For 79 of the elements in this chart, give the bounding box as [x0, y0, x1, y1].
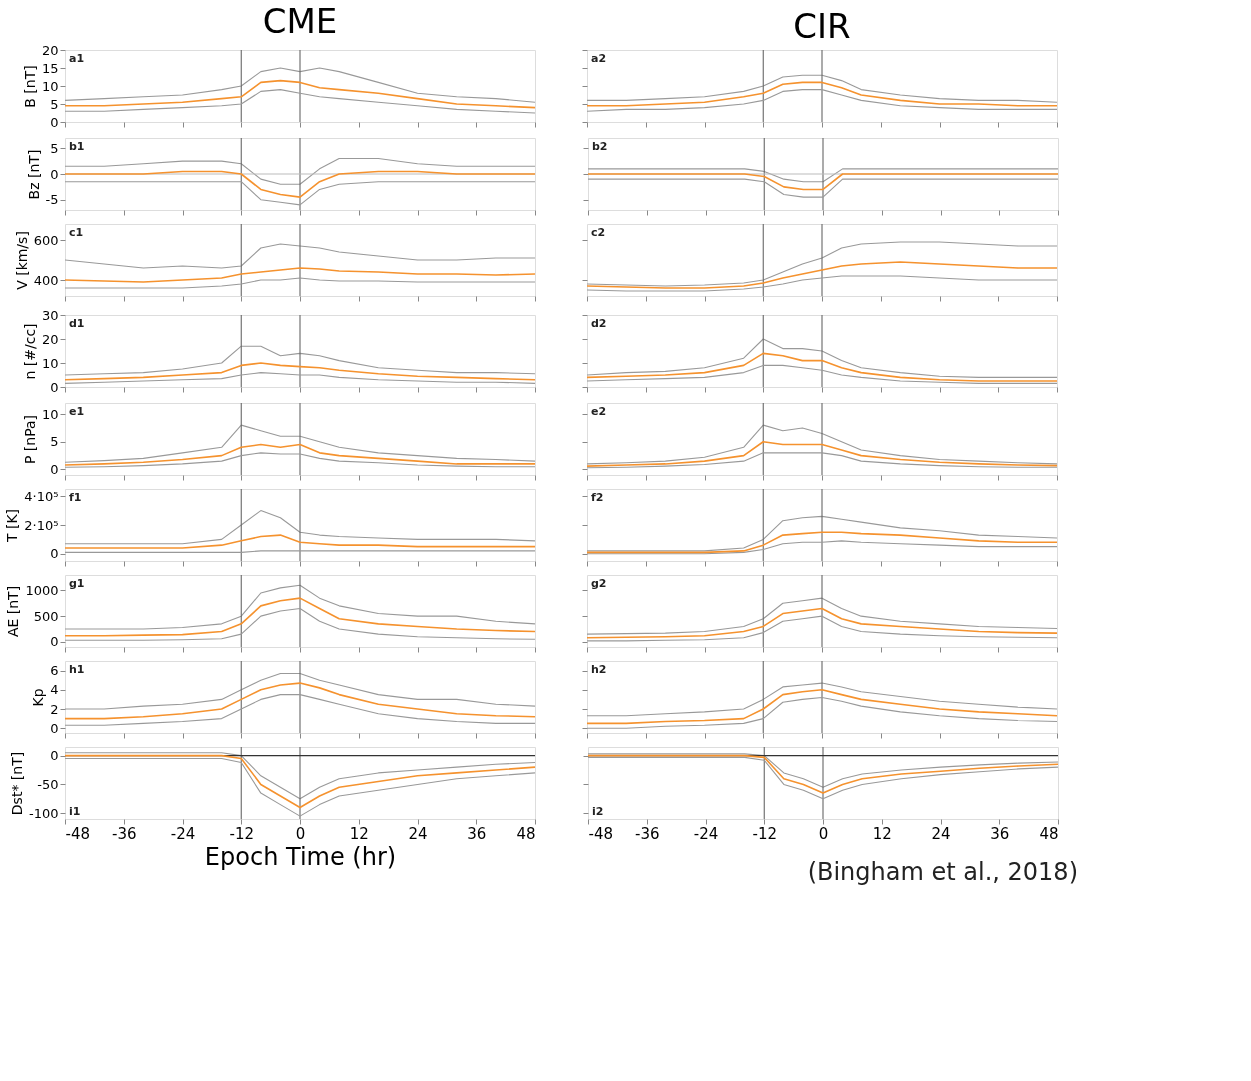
annotation: d1: [69, 317, 85, 330]
annotation: e1: [69, 405, 85, 418]
annotation: a1: [69, 52, 85, 65]
annotation: d2: [591, 317, 607, 330]
annotation: h2: [591, 663, 607, 676]
y-tick-label: 0: [50, 748, 59, 764]
y-axis-title: V [km/s]: [13, 231, 30, 290]
text: (Bingham et al., 2018): [807, 858, 1078, 886]
y-tick-label: 600: [33, 232, 59, 248]
y-axis-title: P [nPa]: [21, 414, 38, 465]
y-tick-label: 30: [41, 307, 59, 323]
y-tick-label: 10: [41, 78, 59, 94]
x-tick-label: 0: [818, 824, 829, 843]
y-tick-label: 0: [50, 379, 59, 395]
x-tick-label: -24: [170, 824, 196, 843]
y-axis-title: Kp: [30, 688, 47, 707]
chart-title: CME: [262, 1, 338, 41]
y-tick-label: 4: [50, 682, 59, 698]
y-tick-label: 10: [41, 355, 59, 371]
y-axis-title: Bz [nT]: [25, 149, 42, 200]
x-tick-label: 12: [872, 824, 892, 843]
y-tick-label: 2: [50, 701, 59, 717]
y-tick-label: 0: [50, 461, 59, 477]
x-tick-label: 0: [295, 824, 306, 843]
y-tick-label: 15: [41, 60, 59, 76]
x-axis-title: Epoch Time (hr): [204, 842, 397, 871]
x-tick-label: -36: [635, 824, 660, 843]
y-tick-label: -5: [45, 192, 59, 208]
annotation: g2: [591, 577, 607, 590]
y-tick-label: 400: [33, 272, 59, 288]
y-tick-label: 2·10⁵: [24, 517, 59, 533]
y-tick-label: 4·10⁵: [24, 488, 59, 504]
y-axis-title: B [nT]: [21, 65, 38, 108]
annotation: i2: [592, 805, 604, 818]
annotation: f1: [69, 491, 82, 504]
y-tick-label: -100: [28, 805, 59, 821]
x-tick-label: -48: [65, 824, 90, 843]
y-tick-label: 0: [50, 546, 59, 562]
annotation: h1: [69, 663, 85, 676]
annotation: a2: [591, 52, 607, 65]
y-tick-label: 1000: [25, 582, 59, 598]
y-tick-label: 0: [50, 720, 59, 736]
annotation: c1: [69, 226, 84, 239]
y-axis-title: T [K]: [4, 508, 21, 544]
annotation: c2: [591, 226, 606, 239]
chart-title: CIR: [793, 6, 851, 47]
y-tick-label: 5: [50, 434, 59, 450]
annotation: e2: [591, 405, 607, 418]
y-tick-label: 5: [50, 140, 59, 156]
y-tick-label: 6: [50, 663, 59, 679]
y-tick-label: 0: [50, 114, 59, 130]
annotation: g1: [69, 577, 85, 590]
annotation: b1: [69, 140, 85, 153]
x-tick-label: 48: [1039, 824, 1059, 843]
annotation: i1: [69, 805, 81, 818]
y-tick-label: 0: [50, 634, 59, 650]
y-axis-title: AE [nT]: [5, 585, 22, 638]
x-tick-label: -12: [752, 824, 777, 843]
x-tick-label: 36: [467, 824, 487, 843]
x-tick-label: 36: [990, 824, 1010, 843]
annotation: f2: [591, 491, 604, 504]
x-tick-label: -48: [588, 824, 613, 843]
annotation: b2: [592, 140, 608, 153]
x-tick-label: 24: [931, 824, 951, 843]
x-tick-label: 48: [516, 824, 536, 843]
y-tick-label: 20: [41, 331, 59, 347]
y-tick-label: 0: [50, 166, 59, 182]
y-axis-title: n [#/cc]: [21, 323, 38, 380]
x-tick-label: 12: [349, 824, 369, 843]
y-tick-label: 10: [41, 406, 59, 422]
y-axis-title: Dst* [nT]: [9, 751, 25, 816]
x-tick-label: -12: [229, 824, 254, 843]
y-tick-label: 20: [41, 42, 59, 58]
y-tick-label: -50: [37, 776, 59, 792]
y-tick-label: 5: [50, 96, 59, 112]
y-tick-label: 500: [33, 608, 59, 624]
x-tick-label: 24: [408, 824, 428, 843]
x-tick-label: -36: [112, 824, 137, 843]
x-tick-label: -24: [693, 824, 719, 843]
